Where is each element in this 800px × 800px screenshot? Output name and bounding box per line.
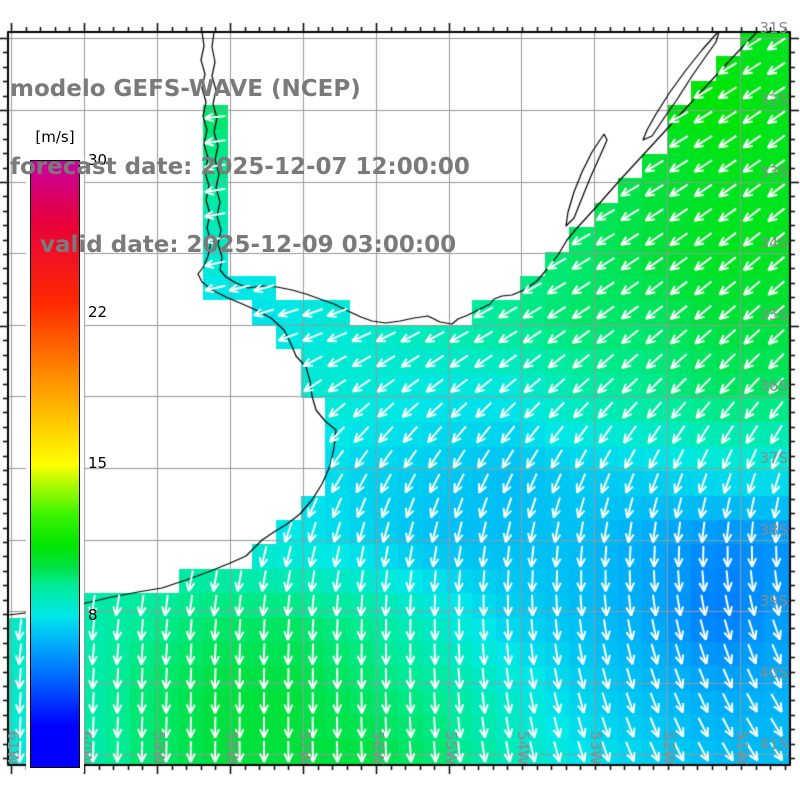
colorbar <box>26 156 84 772</box>
colorbar-tick-label: 15 <box>88 454 108 472</box>
colorbar-gradient <box>31 161 79 767</box>
colorbar-frame <box>30 160 80 768</box>
colorbar-tick-label: 22 <box>88 303 108 321</box>
colorbar-tick-label: 30 <box>88 151 108 169</box>
colorbar-unit-label: [m/s] <box>35 128 75 146</box>
colorbar-tick-label: 8 <box>88 606 98 624</box>
